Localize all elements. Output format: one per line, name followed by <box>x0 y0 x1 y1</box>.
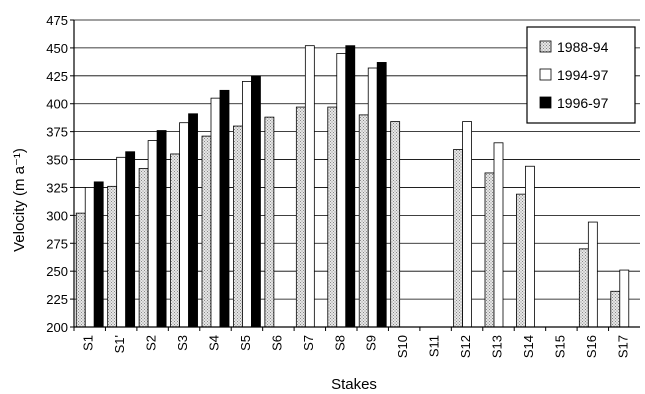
bar-S2-1994-97 <box>147 140 158 328</box>
x-tick-label: S4 <box>207 335 222 351</box>
x-tick-label: S13 <box>490 335 505 358</box>
y-tick-label: 275 <box>46 236 68 251</box>
x-tick-label: S7 <box>301 335 316 351</box>
x-tick-label: S5 <box>238 335 253 351</box>
bar-S9-1996-97 <box>376 62 387 328</box>
bar-S17-1994-97 <box>619 269 630 328</box>
legend-swatch-1996-97 <box>539 96 552 109</box>
bar-S12-1988-94 <box>453 149 463 328</box>
bar-S2-1988-94 <box>138 168 149 328</box>
axes-layer <box>73 20 640 328</box>
x-tick-label: S8 <box>332 335 347 351</box>
bar-S3-1988-94 <box>170 153 180 328</box>
legend-swatch-1994-97 <box>539 68 552 81</box>
x-tick-label: S17 <box>615 335 630 358</box>
bar-S10-1988-94 <box>390 121 401 328</box>
x-tick-labels: S1 S1' S2 S3 S4 S5 S6 S7 S8 S9 S10 S11 S12 S13 S14 S15 S… <box>81 335 631 358</box>
y-tick-label: 450 <box>46 41 68 56</box>
y-tick-labels: 200 225 250 275 300 325 350 375 400 425 450 475 <box>46 13 68 335</box>
y-tick-label: 325 <box>46 180 68 195</box>
bar-S6-1988-94 <box>264 116 275 328</box>
y-tick-label: 400 <box>46 97 68 112</box>
bar-S16-1988-94 <box>578 248 589 328</box>
bar-S12-1994-97 <box>462 121 472 328</box>
bar-S1p-1988-94 <box>107 185 118 328</box>
legend-label: 1994-97 <box>557 67 609 83</box>
x-tick-label: S12 <box>458 335 473 358</box>
y-tick-label: 200 <box>46 320 68 335</box>
y-tick-label: 375 <box>46 125 68 140</box>
bar-S7-1988-94 <box>295 106 306 328</box>
bar-S4-1988-94 <box>201 135 212 328</box>
bar-S8-1994-97 <box>336 53 347 328</box>
bar-S8-1996-97 <box>345 45 356 328</box>
legend-swatch-1988-94 <box>539 40 552 53</box>
x-tick-label: S16 <box>584 335 599 358</box>
bar-S14-1994-97 <box>525 165 535 328</box>
bar-S13-1988-94 <box>484 172 495 328</box>
y-tick-label: 225 <box>46 292 68 307</box>
bar-S5-1988-94 <box>233 125 243 328</box>
bar-S3-1996-97 <box>188 113 198 328</box>
bar-S4-1996-97 <box>219 89 230 328</box>
legend: 1988-94 1994-97 1996-97 <box>526 26 636 124</box>
y-tick-label: 475 <box>46 13 68 28</box>
legend-label: 1996-97 <box>557 95 609 111</box>
bar-S8-1988-94 <box>327 106 338 328</box>
bar-S1-1994-97 <box>84 187 95 328</box>
bar-S1-1988-94 <box>75 212 86 328</box>
bar-S2-1996-97 <box>156 130 167 328</box>
x-tick-label: S3 <box>175 335 190 351</box>
bar-S1p-1996-97 <box>125 151 136 328</box>
x-tick-label: S9 <box>364 335 379 351</box>
bar-S7-1994-97 <box>304 45 315 328</box>
bar-S17-1988-94 <box>610 290 621 328</box>
y-tick-label: 425 <box>46 69 68 84</box>
bar-S1-1996-97 <box>93 181 104 328</box>
x-tick-label: S2 <box>144 335 159 351</box>
bar-S5-1996-97 <box>251 75 261 328</box>
bar-S5-1994-97 <box>242 81 252 328</box>
bar-S9-1994-97 <box>367 67 378 328</box>
bar-S4-1994-97 <box>210 97 221 328</box>
x-tick-label: S1' <box>112 335 127 353</box>
x-tick-label: S14 <box>521 335 536 358</box>
x-tick-label: S1 <box>81 335 96 351</box>
x-tick-label: S11 <box>427 335 442 357</box>
bar-S9-1988-94 <box>358 114 369 328</box>
bars-layer <box>75 45 630 328</box>
bar-S13-1994-97 <box>493 142 504 328</box>
bar-S1p-1994-97 <box>116 156 127 328</box>
x-tick-label: S6 <box>269 335 284 351</box>
bar-S3-1994-97 <box>179 122 189 328</box>
legend-label: 1988-94 <box>557 39 609 55</box>
y-axis-title: Velocity (m a⁻¹) <box>11 148 28 252</box>
x-tick-label: S10 <box>395 335 410 358</box>
y-tick-label: 250 <box>46 264 68 279</box>
x-axis-title: Stakes <box>331 376 377 393</box>
bar-S14-1988-94 <box>516 193 526 328</box>
x-tick-label: S15 <box>552 335 567 358</box>
grid-lines <box>70 19 640 331</box>
bar-S16-1994-97 <box>587 221 598 328</box>
y-tick-label: 350 <box>46 153 68 168</box>
y-tick-label: 300 <box>46 208 68 223</box>
